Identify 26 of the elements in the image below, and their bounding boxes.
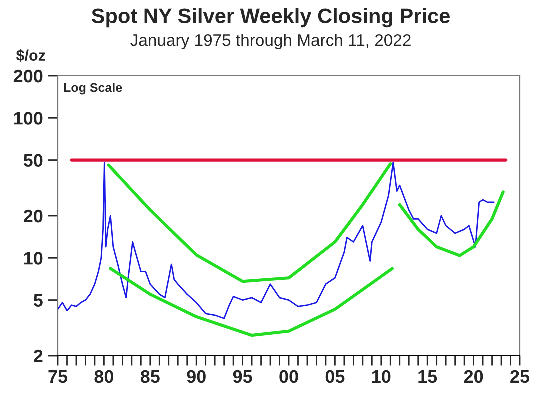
x-tick-label: 10	[372, 370, 391, 384]
chart-title: Spot NY Silver Weekly Closing Price	[92, 8, 450, 28]
line-series	[109, 267, 394, 338]
chart-subtitle: January 1975 through March 11, 2022	[130, 34, 411, 50]
annotation: Log Scale	[64, 83, 122, 95]
x-tick-label: 75	[48, 370, 68, 384]
line-series	[58, 162, 495, 320]
y-axis-title: $/oz	[16, 49, 46, 62]
y-tick-label: 100	[14, 112, 43, 125]
x-tick-label: 90	[187, 370, 206, 384]
x-tick-label: 05	[326, 370, 345, 384]
y-tick-label: 10	[24, 252, 43, 265]
x-tick-label: 80	[94, 370, 114, 384]
line-series	[107, 162, 392, 284]
x-tick-label: 00	[280, 370, 298, 384]
y-tick-label: 50	[24, 154, 43, 168]
x-tick-label: 15	[418, 370, 438, 384]
y-tick-label: 2	[34, 350, 43, 363]
y-tick-label: 200	[14, 70, 43, 83]
y-tick-label: 5	[34, 294, 43, 308]
y-tick-label: 20	[24, 210, 43, 223]
x-tick-label: 25	[510, 370, 530, 384]
x-tick-label: 85	[140, 370, 160, 384]
x-tick-label: 95	[233, 370, 252, 384]
line-series	[398, 190, 505, 258]
x-tick-label: 20	[464, 370, 484, 384]
